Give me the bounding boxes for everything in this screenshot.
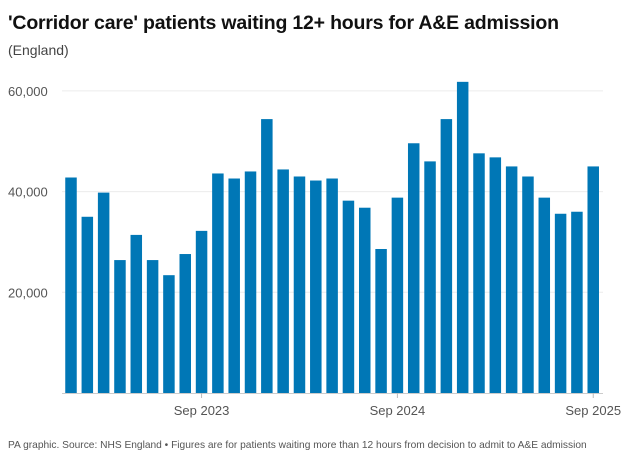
- bar: [522, 176, 534, 393]
- bar: [489, 157, 502, 393]
- x-tick-label: Sep 2024: [370, 403, 426, 418]
- chart-footer: PA graphic. Source: NHS England • Figure…: [8, 440, 587, 451]
- bar: [261, 119, 273, 393]
- bar: [277, 169, 289, 393]
- bar: [391, 197, 404, 393]
- bar: [244, 171, 257, 393]
- bar: [310, 180, 322, 393]
- bar: [342, 200, 355, 393]
- bar: [97, 192, 110, 393]
- x-tick-label: Sep 2025: [565, 403, 621, 418]
- bar: [195, 230, 208, 393]
- bar: [326, 178, 338, 393]
- y-tick-label: 60,000: [8, 84, 48, 99]
- bar: [130, 234, 143, 393]
- bar: [554, 213, 567, 393]
- bar: [505, 166, 518, 393]
- bar: [163, 275, 175, 393]
- bar: [179, 254, 191, 393]
- chart-subtitle: (England): [8, 42, 69, 58]
- bar: [456, 81, 469, 393]
- x-tick-label: Sep 2023: [174, 403, 230, 418]
- bar: [571, 211, 583, 393]
- bar: [587, 166, 599, 393]
- bar: [65, 177, 77, 393]
- bar: [424, 161, 436, 393]
- chart-title: 'Corridor care' patients waiting 12+ hou…: [8, 12, 559, 34]
- y-tick-label: 20,000: [8, 285, 48, 300]
- bar: [407, 143, 420, 393]
- bar: [473, 153, 485, 393]
- bar: [228, 178, 240, 393]
- bar: [81, 216, 94, 393]
- bar: [146, 260, 159, 393]
- bar: [359, 207, 371, 393]
- bar: [293, 176, 306, 393]
- bar: [538, 197, 551, 393]
- bar: [375, 248, 387, 393]
- bar: [114, 260, 126, 393]
- bar: [212, 173, 224, 393]
- y-tick-label: 40,000: [8, 185, 48, 200]
- bar: [440, 119, 453, 393]
